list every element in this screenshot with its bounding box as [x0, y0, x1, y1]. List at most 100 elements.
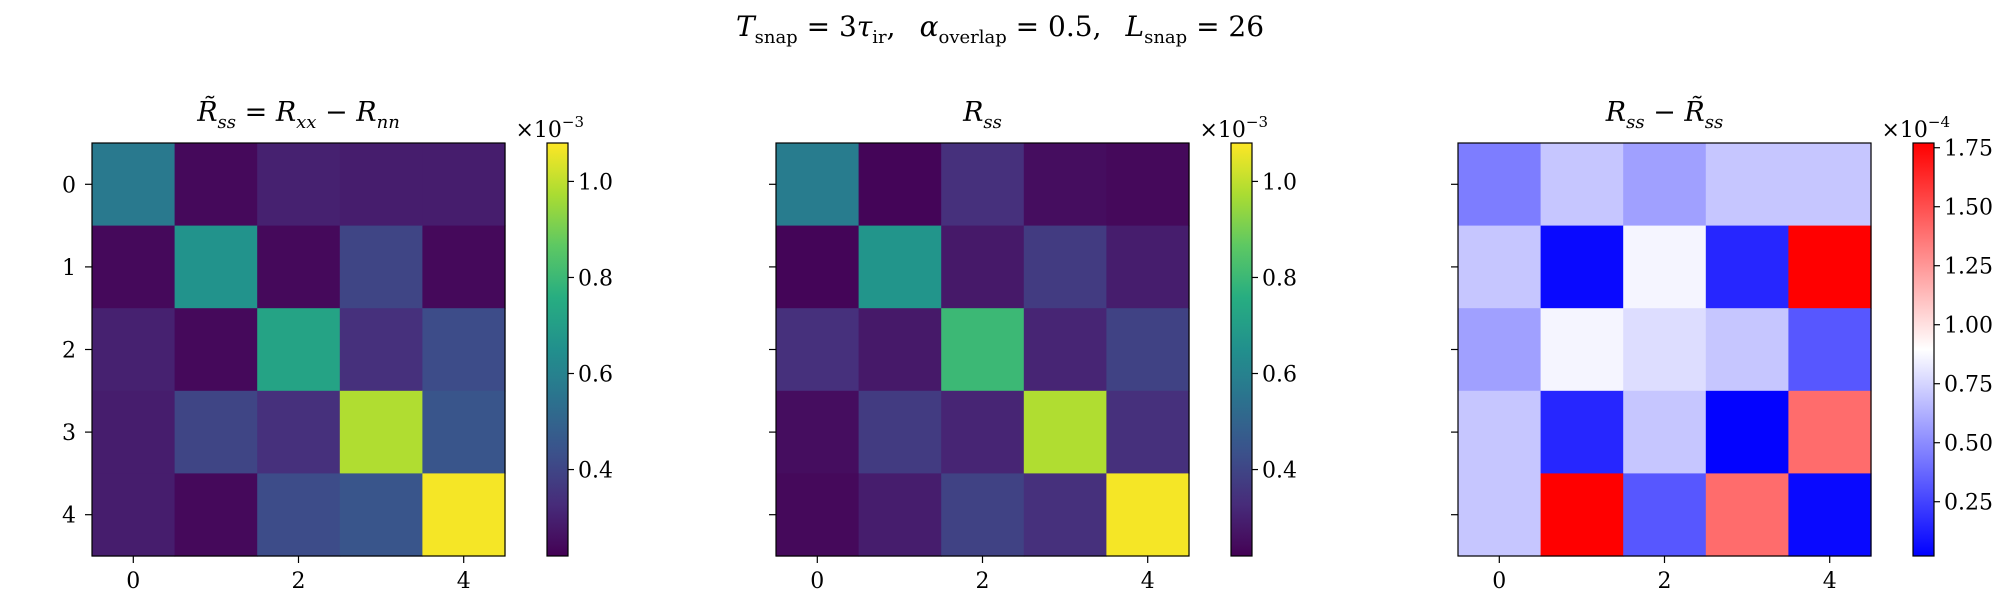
heatmap-cell	[941, 473, 1025, 557]
colorbar-tick-label: 1.75	[1944, 137, 1993, 162]
colorbar-tick-label: 0.8	[578, 266, 613, 291]
heatmap-cell	[1106, 143, 1190, 227]
heatmap-cell	[1540, 143, 1624, 227]
heatmap-cell	[339, 390, 423, 474]
heatmap-cell	[1106, 308, 1190, 392]
x-tick-label: 0	[1492, 569, 1506, 594]
heatmap-cell	[1623, 143, 1707, 227]
heatmap-cell	[92, 225, 176, 309]
heatmap-cell	[174, 473, 258, 557]
heatmap-panel-3: Rss − R̃ss 0 2 4 0.25 0.50 0.75 1.00 1.25 1.50 1.7…	[1451, 95, 1993, 594]
heatmap-cell	[941, 143, 1025, 227]
heatmap-panel-1: R̃ss = Rxx − Rnn 0 2 4 0 1 2 3 4 0.4 0.6 0.8 1.0 ×10−…	[62, 95, 613, 594]
heatmap-cell	[422, 143, 506, 227]
heatmap-cell	[776, 308, 860, 392]
heatmap-cell	[1106, 473, 1190, 557]
colorbar-tick-label: 0.4	[578, 459, 613, 484]
x-tick-label: 2	[292, 569, 306, 594]
panel-title: Rss	[962, 97, 1002, 133]
heatmap-cell	[858, 143, 942, 227]
heatmap-cell	[1458, 143, 1542, 227]
heatmap-cell	[1788, 390, 1872, 474]
heatmap-cell	[1458, 308, 1542, 392]
heatmap-cell	[422, 390, 506, 474]
heatmap-cell	[174, 390, 258, 474]
heatmap-cell	[1623, 390, 1707, 474]
heatmap-cell	[339, 308, 423, 392]
heatmap-cell	[858, 390, 942, 474]
y-tick-label: 2	[62, 339, 76, 364]
y-tick-label: 4	[62, 504, 76, 529]
colorbar-tick-label: 0.8	[1262, 266, 1297, 291]
heatmap-cell	[858, 308, 942, 392]
heatmap-cell	[174, 308, 258, 392]
heatmap-cell	[1705, 143, 1789, 227]
colorbar-tick-label: 0.4	[1262, 459, 1297, 484]
heatmap-cell	[858, 473, 942, 557]
colorbar-exponent-label: ×10−4	[1881, 113, 1950, 143]
heatmap-cell	[1623, 308, 1707, 392]
heatmap-cell	[422, 308, 506, 392]
x-tick-label: 2	[976, 569, 990, 594]
heatmap-cell	[1458, 225, 1542, 309]
heatmap-cell	[257, 143, 341, 227]
colorbar-tick-label: 0.6	[1262, 363, 1297, 388]
colorbar	[1230, 142, 1253, 557]
heatmap-cell	[1623, 473, 1707, 557]
colorbar-tick-label: 1.50	[1944, 196, 1993, 221]
heatmap-cell	[257, 308, 341, 392]
colorbar-tick-label: 1.00	[1944, 314, 1993, 339]
x-tick-label: 4	[1823, 569, 1837, 594]
heatmap-cell	[257, 473, 341, 557]
x-tick-label: 4	[457, 569, 471, 594]
colorbar-tick-label: 0.6	[578, 363, 613, 388]
colorbar	[1912, 142, 1935, 557]
figure-suptitle: Tsnap = 3τir, αoverlap = 0.5, Lsnap = 26	[736, 10, 1264, 48]
x-tick-label: 0	[810, 569, 824, 594]
heatmap-cell	[1106, 390, 1190, 474]
heatmap-cell	[1788, 473, 1872, 557]
heatmap-cell	[174, 225, 258, 309]
x-tick-label: 4	[1141, 569, 1155, 594]
colorbar-tick-label: 1.25	[1944, 255, 1993, 280]
heatmap-cell	[1023, 308, 1107, 392]
heatmap-cell	[1705, 225, 1789, 309]
heatmap-cell	[1458, 473, 1542, 557]
heatmap-cell	[1788, 225, 1872, 309]
heatmap-cell	[1106, 225, 1190, 309]
charts-container: R̃ss = Rxx − Rnn 0 2 4 0 1 2 3 4 0.4 0.6 0.8 1.0 ×10−…	[62, 95, 1993, 594]
heatmap-cell	[257, 225, 341, 309]
heatmap-cell	[1540, 473, 1624, 557]
heatmap-cell	[1788, 143, 1872, 227]
colorbar	[546, 142, 569, 557]
heatmap-cell	[1788, 308, 1872, 392]
colorbar-tick-label: 0.25	[1944, 491, 1993, 516]
heatmap-cell	[941, 308, 1025, 392]
heatmap-cell	[776, 473, 860, 557]
colorbar-tick-label: 1.0	[578, 170, 613, 195]
heatmap-cell	[339, 225, 423, 309]
heatmap-cell	[339, 143, 423, 227]
heatmap-cell	[941, 390, 1025, 474]
heatmap-cell	[941, 225, 1025, 309]
x-tick-label: 0	[126, 569, 140, 594]
colorbar-tick-label: 0.75	[1944, 373, 1993, 398]
heatmap-cell	[174, 143, 258, 227]
colorbar-tick-label: 0.50	[1944, 432, 1993, 457]
heatmap-cell	[1705, 390, 1789, 474]
y-tick-label: 0	[62, 173, 76, 198]
heatmap-cell	[776, 225, 860, 309]
heatmap-cell	[92, 473, 176, 557]
heatmap-cell	[422, 473, 506, 557]
panel-title: Rss − R̃ss	[1605, 95, 1723, 133]
heatmap-cell	[92, 143, 176, 227]
x-tick-label: 2	[1658, 569, 1672, 594]
heatmap-cell	[1540, 225, 1624, 309]
heatmap-cell	[422, 225, 506, 309]
heatmap-cell	[1023, 473, 1107, 557]
heatmap-cell	[1540, 308, 1624, 392]
heatmap-cell	[776, 390, 860, 474]
y-tick-label: 3	[62, 421, 76, 446]
y-tick-label: 1	[62, 256, 76, 281]
